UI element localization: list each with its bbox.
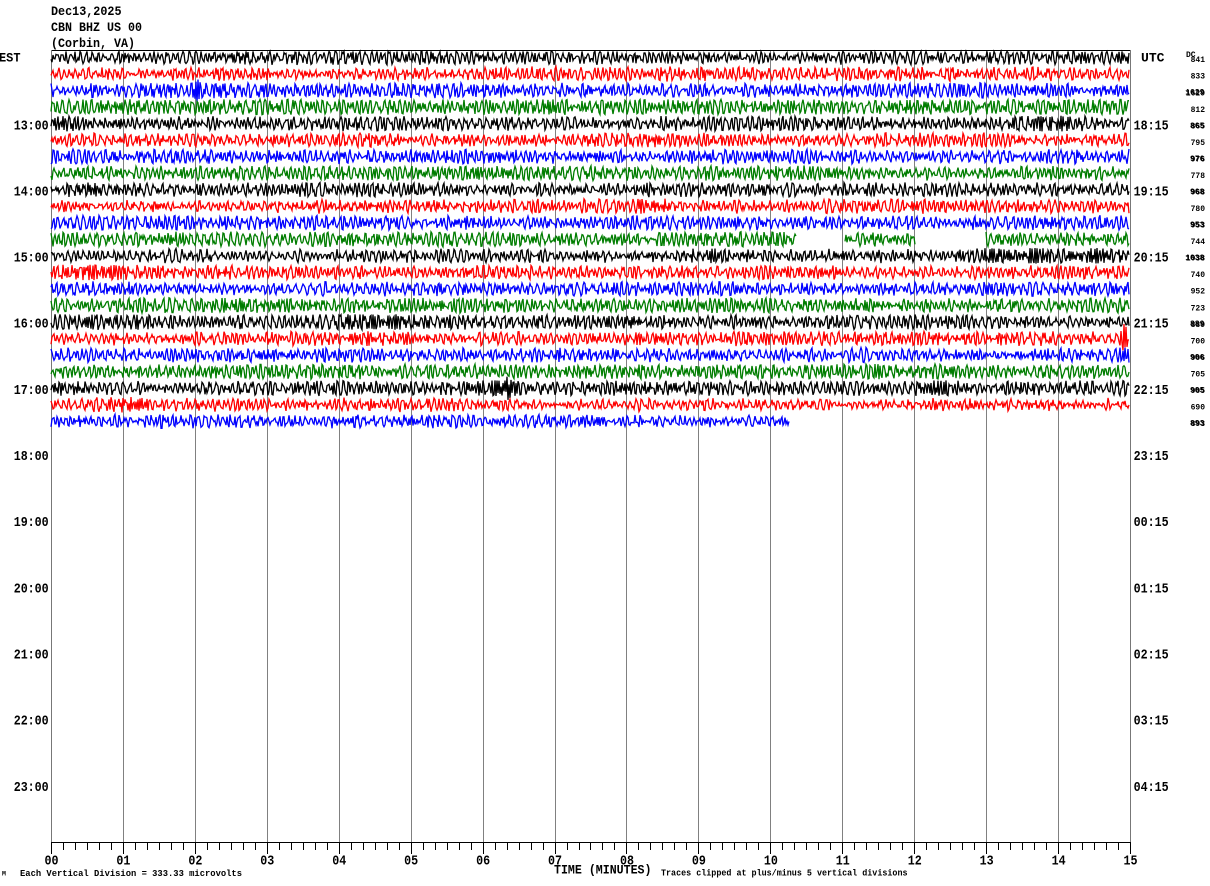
svg-text:23:15: 23:15: [1134, 449, 1169, 465]
svg-text:705: 705: [1191, 370, 1206, 379]
svg-text:20:15: 20:15: [1134, 251, 1169, 267]
svg-text:11: 11: [836, 854, 850, 869]
svg-text:Dec13,2025: Dec13,2025: [51, 4, 122, 19]
svg-text:893: 893: [1191, 420, 1206, 429]
svg-text:23:00: 23:00: [14, 780, 49, 796]
svg-text:UTC: UTC: [1141, 50, 1165, 65]
svg-text:DC: DC: [1186, 51, 1196, 60]
svg-text:00: 00: [45, 854, 59, 869]
svg-text:690: 690: [1191, 403, 1206, 412]
svg-text:906: 906: [1190, 353, 1205, 362]
svg-text:1629: 1629: [1186, 89, 1205, 98]
svg-text:1629: 1629: [1185, 89, 1204, 98]
svg-text:09: 09: [692, 854, 706, 869]
svg-text:21:00: 21:00: [14, 647, 49, 663]
svg-text:22:15: 22:15: [1134, 383, 1169, 399]
svg-text:01: 01: [116, 854, 130, 869]
svg-text:953: 953: [1190, 221, 1205, 230]
svg-text:15: 15: [1124, 854, 1138, 869]
svg-text:17:00: 17:00: [14, 383, 49, 399]
svg-text:795: 795: [1191, 139, 1206, 148]
svg-text:06: 06: [476, 854, 490, 869]
svg-text:812: 812: [1191, 106, 1206, 115]
svg-text:07: 07: [548, 854, 562, 869]
svg-text:TIME (MINUTES): TIME (MINUTES): [554, 863, 652, 877]
svg-text:04:15: 04:15: [1134, 780, 1169, 796]
svg-text:04: 04: [332, 854, 346, 869]
svg-text:02: 02: [188, 854, 202, 869]
svg-text:20:00: 20:00: [14, 581, 49, 597]
svg-text:889: 889: [1190, 320, 1205, 329]
svg-text:02:15: 02:15: [1134, 647, 1169, 663]
svg-text:12: 12: [908, 854, 922, 869]
svg-text:CBN BHZ US 00: CBN BHZ US 00: [51, 20, 142, 35]
svg-text:865: 865: [1191, 122, 1206, 131]
svg-text:841: 841: [1191, 56, 1206, 65]
svg-text:905: 905: [1190, 386, 1205, 395]
svg-text:1038: 1038: [1185, 254, 1204, 263]
svg-text:14: 14: [1052, 854, 1066, 869]
svg-text:22:00: 22:00: [14, 714, 49, 730]
svg-text:778: 778: [1191, 172, 1206, 181]
svg-text:01:15: 01:15: [1134, 581, 1169, 597]
svg-text:16:00: 16:00: [14, 317, 49, 333]
svg-text:865: 865: [1190, 122, 1205, 131]
svg-text:976: 976: [1190, 155, 1205, 164]
svg-text:906: 906: [1191, 354, 1206, 363]
svg-text:976: 976: [1191, 155, 1206, 164]
svg-text:Traces clipped at plus/minus 5: Traces clipped at plus/minus 5 vertical …: [661, 868, 908, 878]
svg-text:889: 889: [1191, 321, 1206, 330]
svg-text:968: 968: [1190, 188, 1205, 197]
svg-text:952: 952: [1191, 288, 1206, 297]
svg-text:00:15: 00:15: [1134, 515, 1169, 531]
svg-text:03:15: 03:15: [1134, 714, 1169, 730]
svg-text:03: 03: [260, 854, 274, 869]
svg-text:893: 893: [1190, 419, 1205, 428]
svg-text:740: 740: [1191, 271, 1206, 280]
svg-text:905: 905: [1191, 387, 1206, 396]
svg-text:05: 05: [404, 854, 418, 869]
svg-text:14:00: 14:00: [14, 184, 49, 200]
svg-text:1038: 1038: [1186, 255, 1205, 264]
svg-text:953: 953: [1191, 222, 1206, 231]
svg-text:21:15: 21:15: [1134, 317, 1169, 333]
svg-text:(Corbin, VA): (Corbin, VA): [51, 36, 135, 51]
svg-text:08: 08: [620, 854, 634, 869]
svg-text:10: 10: [764, 854, 778, 869]
svg-text:15:00: 15:00: [14, 251, 49, 267]
svg-text:833: 833: [1191, 73, 1206, 82]
svg-text:EST: EST: [0, 50, 21, 65]
svg-text:18:15: 18:15: [1134, 118, 1169, 134]
svg-text:19:00: 19:00: [14, 515, 49, 531]
svg-text:Each Vertical Division = 333.: Each Vertical Division = 333.33 microvol…: [20, 869, 242, 879]
svg-text:13:00: 13:00: [14, 118, 49, 134]
svg-text:18:00: 18:00: [14, 449, 49, 465]
svg-text:744: 744: [1191, 238, 1206, 247]
svg-text:13: 13: [980, 854, 994, 869]
svg-text:723: 723: [1191, 304, 1206, 313]
svg-text:780: 780: [1191, 205, 1206, 214]
svg-text:M: M: [2, 871, 6, 878]
svg-text:19:15: 19:15: [1134, 184, 1169, 200]
svg-text:968: 968: [1191, 189, 1206, 198]
svg-text:700: 700: [1191, 337, 1206, 346]
